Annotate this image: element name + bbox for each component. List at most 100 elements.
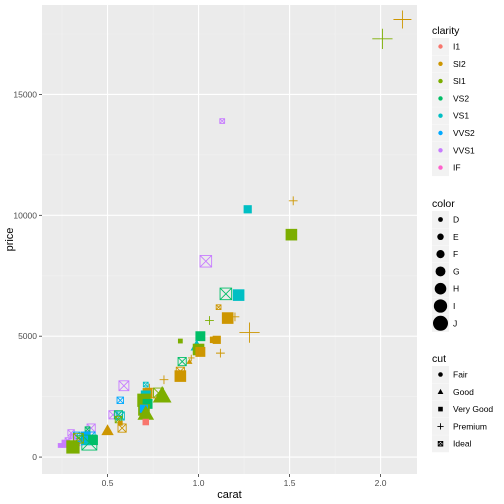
legend-color-label: I	[453, 301, 455, 311]
legend-cut-swatch	[437, 440, 444, 447]
legend-cut-swatch	[437, 423, 444, 430]
data-point	[215, 304, 222, 311]
data-point	[66, 440, 80, 454]
data-point	[142, 381, 149, 388]
data-point	[239, 322, 260, 343]
legend-cut-label: Very Good	[453, 404, 493, 414]
legend-clarity-label: VVS1	[453, 145, 475, 155]
legend-color-label: D	[453, 215, 459, 225]
data-point	[61, 439, 70, 448]
legend-clarity-swatch	[438, 44, 443, 49]
data-point	[243, 205, 252, 214]
data-point	[372, 28, 393, 49]
panel-background	[42, 5, 417, 474]
data-point	[221, 312, 234, 324]
legend-color-label: F	[453, 249, 458, 259]
x-axis-title: carat	[217, 489, 241, 501]
legend-color-label: H	[453, 284, 459, 294]
y-tick-label: 5000	[18, 331, 37, 341]
legend-color-swatch	[434, 282, 447, 295]
data-point	[88, 435, 98, 446]
legend-clarity-swatch	[438, 113, 443, 118]
data-point	[177, 338, 183, 344]
legend-color-swatch	[437, 233, 444, 241]
legend-color-swatch	[438, 217, 443, 222]
x-tick-label: 1.0	[193, 478, 205, 488]
y-axis-ticks: 0 5000 10000 15000	[13, 89, 42, 462]
legend-color-swatch	[433, 315, 448, 331]
x-tick-label: 2.0	[375, 478, 387, 488]
data-point	[152, 386, 172, 403]
legend-clarity-swatch	[438, 61, 443, 66]
data-point	[116, 396, 124, 404]
legend-cut-title: cut	[432, 353, 446, 365]
data-point	[205, 316, 214, 325]
data-point	[199, 255, 213, 268]
data-point	[174, 370, 187, 382]
data-point	[118, 380, 130, 392]
legend-clarity-swatch	[438, 130, 443, 136]
data-point	[216, 348, 225, 358]
legend-cut-swatch	[438, 406, 443, 412]
legend-cut-label: Fair	[453, 370, 468, 380]
data-point	[219, 118, 226, 124]
legend-color-label: E	[453, 232, 459, 242]
y-tick-label: 15000	[13, 89, 37, 99]
data-point	[177, 357, 187, 367]
legend-clarity-swatch	[438, 78, 443, 84]
data-point	[186, 358, 193, 364]
data-point	[219, 287, 233, 301]
legend-clarity: clarity I1 SI2 SI1 VS2 VS1 VVS2 VVS1 IF	[432, 25, 475, 177]
legend-cut-swatch	[438, 372, 443, 377]
data-point	[195, 331, 206, 342]
legend-clarity-label: VS1	[453, 111, 469, 121]
legend-clarity-label: I1	[453, 42, 460, 52]
y-axis-title: price	[4, 228, 16, 252]
legend-cut-label: Premium	[453, 421, 487, 431]
data-point	[188, 354, 195, 362]
data-point	[117, 423, 127, 433]
data-point	[117, 420, 123, 426]
grid-lines	[42, 5, 417, 474]
legend-cut: cut Fair Good Very Good Premium Ideal	[432, 353, 493, 453]
legend-cut-label: Ideal	[453, 439, 472, 449]
x-tick-label: 1.5	[284, 478, 296, 488]
data-point	[393, 10, 412, 29]
data-point	[288, 196, 298, 206]
data-point	[142, 418, 150, 426]
legend-clarity-swatch	[438, 96, 443, 101]
data-point	[73, 432, 84, 444]
legend-clarity-title: clarity	[432, 25, 460, 37]
data-point	[232, 289, 245, 301]
legend-color-swatch	[433, 299, 448, 313]
data-point	[57, 443, 63, 448]
legend-clarity-label: SI1	[453, 76, 466, 86]
data-point	[195, 346, 206, 357]
legend-clarity-swatch	[438, 148, 443, 153]
legend-cut-label: Good	[453, 387, 474, 397]
legend-clarity-label: SI2	[453, 59, 466, 69]
data-points	[57, 10, 412, 454]
data-point	[159, 375, 169, 385]
y-tick-label: 0	[32, 452, 37, 462]
y-tick-label: 10000	[13, 210, 37, 220]
legend-cut-swatch	[437, 388, 444, 394]
legend-color-label: G	[453, 266, 460, 276]
legend-color-swatch	[435, 266, 446, 277]
legend-clarity-label: IF	[453, 163, 461, 173]
data-point	[285, 228, 298, 241]
x-axis-ticks: 0.5 1.0 1.5 2.0	[102, 474, 387, 488]
legend-clarity-swatch	[438, 165, 443, 170]
legend-clarity-label: VS2	[453, 93, 469, 103]
data-point	[230, 312, 240, 322]
data-point	[142, 398, 153, 409]
data-point	[212, 335, 221, 344]
x-tick-label: 0.5	[102, 478, 114, 488]
data-point	[101, 424, 114, 436]
legend-clarity-label: VVS2	[453, 128, 475, 138]
legend-color-label: J	[453, 318, 457, 328]
legend-color-title: color	[432, 198, 455, 210]
legend-color-swatch	[436, 250, 445, 259]
